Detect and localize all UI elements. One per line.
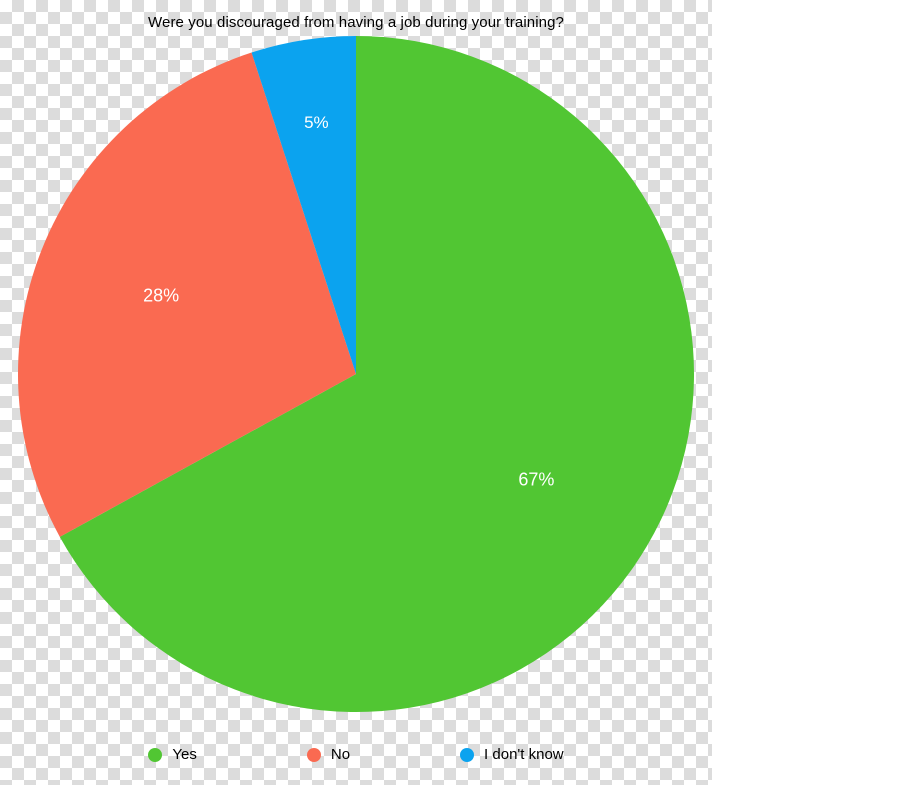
legend-item-no: No <box>307 746 350 763</box>
slice-label-i-don-t-know: 5% <box>304 113 329 132</box>
legend-swatch <box>460 748 474 762</box>
chart-stage: Were you discouraged from having a job d… <box>0 0 900 785</box>
legend-label: I don't know <box>484 746 564 763</box>
legend: Yes No I don't know <box>0 746 712 763</box>
chart-title: Were you discouraged from having a job d… <box>0 14 712 31</box>
legend-label: Yes <box>172 746 196 763</box>
legend-label: No <box>331 746 350 763</box>
slice-label-no: 28% <box>143 286 179 306</box>
pie-svg: 67% 28% 5% <box>18 36 694 712</box>
slice-label-yes: 67% <box>518 469 554 489</box>
pie-chart: 67% 28% 5% <box>18 36 694 712</box>
legend-swatch <box>148 748 162 762</box>
legend-item-i-don-t-know: I don't know <box>460 746 564 763</box>
right-blank <box>712 0 900 785</box>
legend-item-yes: Yes <box>148 746 196 763</box>
legend-swatch <box>307 748 321 762</box>
